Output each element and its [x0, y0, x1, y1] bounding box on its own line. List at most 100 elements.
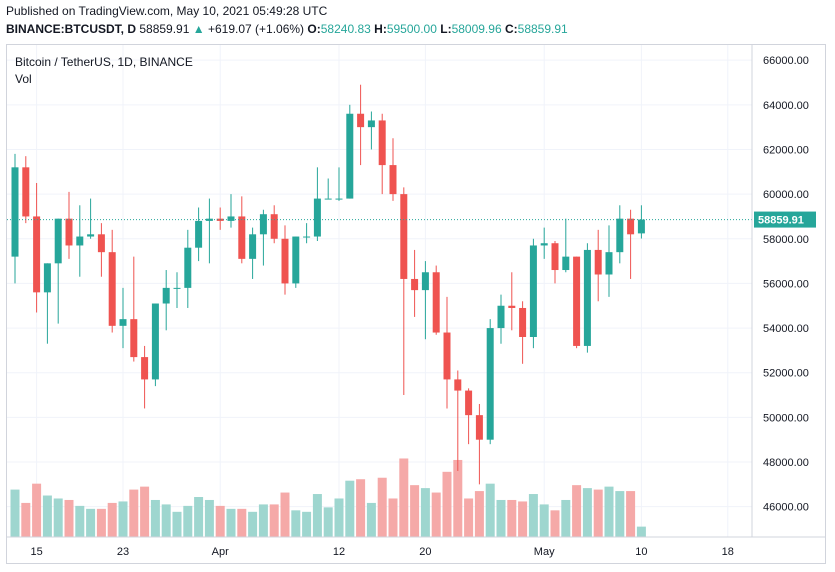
- volume-bar: [496, 499, 506, 537]
- candle-body: [270, 214, 278, 239]
- candle-body: [594, 249, 602, 275]
- time-tick-label: 10: [635, 546, 647, 558]
- candle-body: [443, 332, 451, 380]
- open-value: 58240.83: [320, 22, 371, 36]
- volume-bar: [431, 492, 441, 537]
- price-tick-label: 58000.00: [763, 234, 809, 246]
- volume-bar: [561, 499, 571, 537]
- volume-bar: [96, 508, 106, 537]
- volume-bar: [582, 488, 592, 537]
- candle-body: [303, 236, 311, 238]
- volume-bar: [474, 491, 484, 537]
- volume-bar: [140, 486, 150, 537]
- candle-body: [281, 238, 289, 284]
- price-tick-label: 50000.00: [763, 412, 809, 424]
- candle-body: [637, 219, 645, 234]
- candle-body: [454, 379, 462, 391]
- volume-bar: [377, 477, 387, 537]
- volume-bar: [356, 479, 366, 537]
- time-tick-label: 18: [722, 546, 734, 558]
- time-tick-label: 15: [30, 546, 42, 558]
- volume-bar: [442, 471, 452, 537]
- candle-body: [227, 216, 235, 221]
- last-price-tag-label: 58859.91: [758, 215, 804, 227]
- price-tick-label: 64000.00: [763, 100, 809, 112]
- volume-bar: [226, 508, 236, 537]
- volume-bar: [453, 459, 463, 537]
- volume-bar: [21, 502, 31, 537]
- volume-bar: [10, 489, 20, 537]
- candle-body: [87, 234, 95, 237]
- candle-body: [173, 287, 181, 289]
- candle-body: [551, 243, 559, 271]
- candle-body: [497, 305, 505, 329]
- volume-bar: [518, 501, 528, 537]
- legend-title: Bitcoin / TetherUS, 1D, BINANCE: [15, 55, 193, 69]
- price-change: +619.07 (+1.06%): [207, 22, 305, 36]
- volume-bar: [129, 489, 139, 537]
- volume-bar: [539, 504, 549, 537]
- volume-bar: [528, 494, 538, 537]
- volume-bar: [550, 510, 560, 537]
- volume-bar: [604, 486, 614, 537]
- volume-bar: [64, 499, 74, 537]
- candle-body: [324, 198, 332, 200]
- volume-bar: [161, 504, 171, 537]
- time-tick-label: 12: [333, 546, 345, 558]
- volume-bar: [572, 485, 582, 537]
- candle-body: [475, 415, 483, 440]
- volume-bar: [399, 458, 409, 537]
- candle-body: [259, 214, 267, 235]
- candle-body: [573, 256, 581, 346]
- candle-body: [389, 165, 397, 195]
- candle-body: [411, 278, 419, 291]
- volume-bar: [626, 491, 636, 537]
- time-tick-label: 23: [117, 546, 129, 558]
- candle-body: [130, 319, 138, 358]
- volume-label: Vol: [15, 72, 32, 86]
- close-label: C:: [504, 22, 518, 36]
- candlestick-chart[interactable]: 66000.00 64000.00 62000.00 60000.00 58000.00…: [7, 45, 825, 563]
- low-label: L:: [440, 22, 452, 36]
- volume-bar: [312, 494, 322, 537]
- volume-bar: [280, 492, 290, 537]
- volume-bar: [42, 495, 52, 537]
- volume-bar: [615, 491, 625, 537]
- candle-body: [195, 220, 203, 248]
- close-value: 58859.91: [517, 22, 568, 36]
- price-axis[interactable]: 66000.00 64000.00 62000.00 60000.00 58000.00…: [751, 45, 809, 537]
- candle-body: [97, 234, 105, 253]
- volume-bar: [410, 485, 420, 537]
- candle-body: [65, 218, 73, 246]
- high-label: H:: [374, 22, 387, 36]
- candles: [11, 84, 645, 485]
- candle-body: [529, 245, 537, 337]
- candle-body: [22, 167, 30, 217]
- price-tick-label: 54000.00: [763, 323, 809, 335]
- price-tick-label: 62000.00: [763, 144, 809, 156]
- candle-body: [508, 305, 516, 308]
- candle-body: [562, 256, 570, 271]
- volume-bar: [118, 501, 128, 537]
- chart-frame[interactable]: 66000.00 64000.00 62000.00 60000.00 58000.00…: [6, 44, 826, 564]
- volume-bar: [507, 499, 517, 537]
- volume-bar: [75, 505, 85, 537]
- volume-bar: [237, 508, 247, 537]
- candle-body: [76, 236, 84, 246]
- price-tick-label: 60000.00: [763, 189, 809, 201]
- volume-bar: [388, 498, 398, 537]
- candle-body: [54, 218, 62, 264]
- time-axis[interactable]: 15 23 Apr 12 20 May 10 18: [7, 536, 825, 558]
- last-price-tag: 58859.91: [754, 211, 816, 228]
- candle-body: [151, 303, 159, 380]
- candle-body: [486, 328, 494, 440]
- candle-body: [43, 263, 51, 293]
- ohlc-header: BINANCE:BTCUSDT, D 58859.91 ▲ +619.07 (+…: [6, 22, 568, 36]
- candle-body: [540, 243, 548, 246]
- candle-body: [519, 307, 527, 337]
- volume-bar: [258, 504, 268, 537]
- open-label: O:: [307, 22, 321, 36]
- published-note: Published on TradingView.com, May 10, 20…: [6, 4, 328, 18]
- volume-bar: [248, 511, 258, 537]
- candle-body: [119, 319, 127, 326]
